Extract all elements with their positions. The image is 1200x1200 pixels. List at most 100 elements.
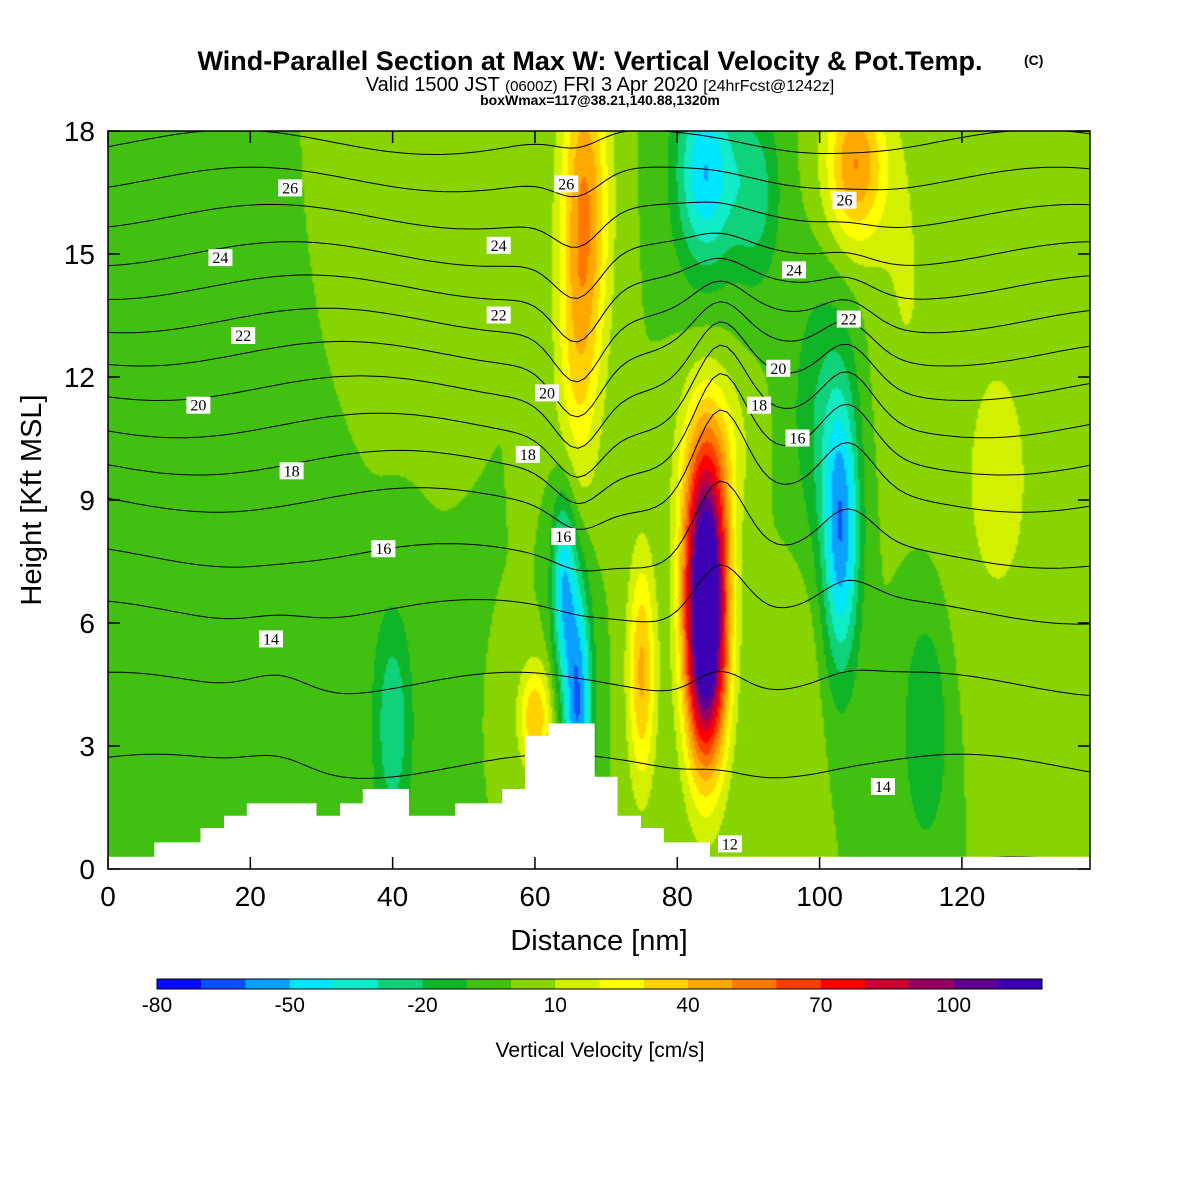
contour-label: 24 [208,249,233,267]
y-tick-label: 15 [64,239,95,270]
valid-utc: (0600Z) [505,78,558,95]
contour-label-text: 18 [751,398,767,415]
contour-label-box [554,175,579,193]
contour-label: 16 [785,429,810,448]
contour-label-box [551,527,576,545]
contour-label-text: 16 [375,541,391,558]
isentrope-line [108,480,1090,572]
contour-label-text: 24 [491,238,507,255]
contour-label-text: 18 [520,447,536,464]
colorbar-tick-label: 10 [544,994,567,1017]
colorbar-swatch [157,979,202,989]
colorbar-swatch [820,979,866,989]
y-tick-label: 9 [79,485,95,516]
contour-label: 14 [258,630,283,648]
contour-label-text: 26 [282,180,298,197]
contour-label: 18 [515,445,540,464]
contour-label-box [371,540,396,558]
contour-label: 26 [278,179,303,197]
colorbar-swatch [732,979,777,989]
colorbar-frame [156,978,1043,990]
colorbar-tick-label: 100 [936,994,971,1017]
colorbar-swatch [997,979,1043,989]
potential-temperature-contours [108,131,1090,869]
contour-label-box [870,778,895,795]
contour-label: 26 [832,191,857,210]
contour-label-box [278,179,303,197]
colorbar-tick-label: -20 [407,994,437,1017]
colorbar-swatch [909,979,954,989]
contour-label-text: 20 [770,361,786,378]
contour-label: 16 [551,527,576,546]
contour-label-box [279,462,304,480]
contour-label: 24 [781,261,806,279]
contour-label: 20 [535,384,560,402]
contour-label-box [186,396,211,414]
colorbar-swatch [245,979,291,989]
contour-label: 22 [231,327,256,345]
contour-label: 26 [554,175,579,193]
colorbar-swatch [599,979,645,989]
contour-label-box [717,835,742,853]
isentrope-line [108,232,1090,299]
isentrope-line [108,564,1090,625]
contour-label-text: 20 [539,385,555,402]
contour-label: 16 [371,540,396,558]
isentrope-line [108,166,1090,198]
contour-label-text: 26 [558,176,574,193]
contour-label: 24 [486,236,511,255]
isentrope-line [108,321,1090,449]
x-tick-label: 100 [796,881,843,912]
x-axis-label: Distance [nm] [510,925,687,957]
contour-label-text: 22 [235,328,251,345]
isentrope-line [108,257,1090,343]
isentrope-line [108,372,1090,505]
contour-label-text: 22 [491,308,507,325]
contour-label: 14 [870,778,895,796]
colorbar-swatch [953,979,999,989]
contour-label-text: 26 [837,193,853,210]
copyright-mark: (C) [1024,52,1043,68]
x-tick-label: 20 [235,881,266,912]
contour-label-text: 14 [263,631,279,648]
colorbar-tick-label: 70 [809,994,832,1017]
contour-label: 18 [279,462,304,480]
colorbar-swatch [688,979,733,989]
y-tick-label: 6 [79,608,95,639]
colorbar-swatch [289,979,335,989]
axes: 0 20 40 60 80 100 120 0 3 6 9 12 15 18 [64,116,1090,912]
valid-suffix: FRI 3 Apr 2020 [563,74,698,96]
colorbar-swatch [865,979,910,989]
x-tick-label: 120 [939,881,986,912]
contour-label-box [781,261,806,279]
y-tick-label: 12 [64,362,95,393]
x-tick-label: 40 [377,881,408,912]
colorbar-swatch [555,979,600,989]
contour-label-box [486,236,511,254]
contour-label-box [766,359,791,377]
contour-label: 22 [836,310,861,329]
contour-label: 18 [747,396,772,415]
contour-label-box [785,429,810,447]
contour-label-box [836,310,861,328]
contour-labels: 26 24 22 20 18 16 14 26 24 22 20 18 16 26 24 22 20 18 16 14… [186,175,895,853]
valid-prefix: Valid 1500 JST [366,74,500,96]
plot-area: 26 24 22 20 18 16 14 26 24 22 20 18 16 26 24 22 20 18 16 14… [108,131,1090,869]
isentrope-line [108,344,1090,478]
contour-label-text: 24 [786,262,802,279]
valid-forecast: [24hrFcst@1242z] [703,78,834,95]
contour-label-text: 20 [190,398,206,415]
contour-label-text: 18 [284,463,300,480]
colorbar: -80 -50 -20 10 40 70 100 [142,978,1043,1017]
y-tick-label: 3 [79,731,95,762]
x-tick-label: 60 [519,881,550,912]
colorbar-swatch [643,979,689,989]
colorbar-tick-label: -50 [275,994,305,1017]
y-axis-label: Height [Kft MSL] [16,394,48,605]
contour-label-box [747,396,772,414]
y-tick-label: 0 [79,854,95,885]
contour-label: 22 [486,306,511,325]
contour-label-text: 24 [212,250,228,267]
contour-label-text: 16 [790,431,806,448]
isentrope-line [108,201,1090,248]
